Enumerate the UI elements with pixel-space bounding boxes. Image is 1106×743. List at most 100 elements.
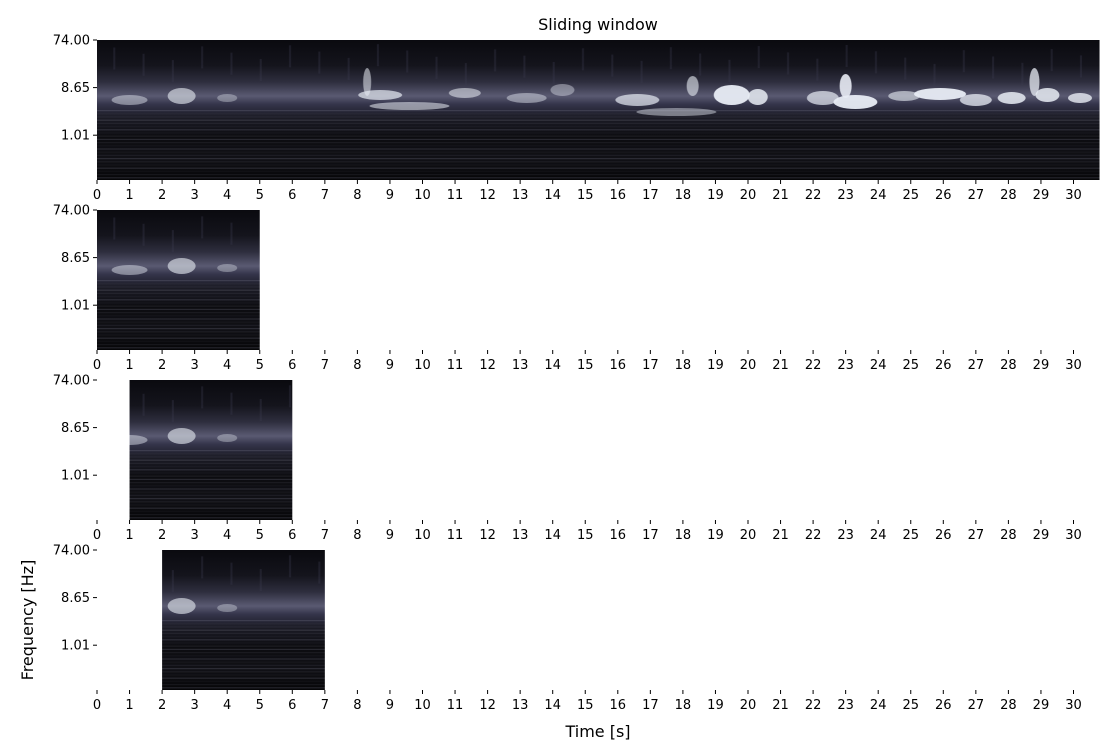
x-tick-label: 26 <box>935 528 952 543</box>
x-tick-label: 4 <box>223 358 231 373</box>
x-tick-label: 14 <box>544 358 561 373</box>
x-tick-label: 26 <box>935 188 952 203</box>
y-axis-label: Frequency [Hz] <box>18 560 37 681</box>
x-tick-label: 3 <box>191 698 199 713</box>
x-tick-label: 29 <box>1033 188 1050 203</box>
x-tick-label: 26 <box>935 358 952 373</box>
x-tick-label: 3 <box>191 188 199 203</box>
x-tick-label: 20 <box>740 358 757 373</box>
x-tick-label: 30 <box>1065 528 1082 543</box>
heatmap-window-3 <box>162 550 325 690</box>
x-tick-label: 2 <box>158 698 166 713</box>
y-tick-label: 74.00 <box>53 204 90 219</box>
x-tick-label: 7 <box>321 698 329 713</box>
x-tick-label: 16 <box>610 528 627 543</box>
x-tick-label: 9 <box>386 188 394 203</box>
heatmap-group-window-1 <box>97 210 260 350</box>
x-tick-label: 6 <box>288 528 296 543</box>
x-tick-label: 28 <box>1000 528 1017 543</box>
x-tick-label: 9 <box>386 528 394 543</box>
panel-window-2: 74.008.651.010 1 2 3 4 5 6 7 8 9 10 11 12 13 14 15 16 17 1… <box>53 374 1082 544</box>
x-tick-label: 19 <box>707 358 724 373</box>
x-tick-label: 13 <box>512 188 529 203</box>
x-tick-label: 20 <box>740 528 757 543</box>
x-tick-label: 6 <box>288 358 296 373</box>
x-tick-label: 17 <box>642 358 659 373</box>
y-tick-label: 1.01 <box>61 299 90 314</box>
x-tick-label: 10 <box>414 188 431 203</box>
x-tick-label: 16 <box>610 358 627 373</box>
x-tick-label: 21 <box>772 188 789 203</box>
panels: 74.008.651.010 1 2 3 4 5 6 7 8 9 10 11 12 13 14 15 16 17 1… <box>53 34 1100 714</box>
x-tick-label: 22 <box>805 698 822 713</box>
x-tick-label: 27 <box>968 188 985 203</box>
x-tick-label: 17 <box>642 698 659 713</box>
x-tick-label: 22 <box>805 358 822 373</box>
x-tick-label: 0 <box>93 188 101 203</box>
heatmap-window-1 <box>97 210 260 350</box>
x-tick-label: 23 <box>837 698 854 713</box>
x-tick-label: 25 <box>902 698 919 713</box>
x-tick-label: 8 <box>353 698 361 713</box>
y-tick-label: 74.00 <box>53 34 90 49</box>
x-tick-label: 7 <box>321 188 329 203</box>
x-tick-label: 29 <box>1033 358 1050 373</box>
x-tick-label: 3 <box>191 528 199 543</box>
x-tick-label: 2 <box>158 358 166 373</box>
x-tick-label: 11 <box>447 188 464 203</box>
x-tick-label: 15 <box>577 698 594 713</box>
x-tick-label: 24 <box>870 528 887 543</box>
x-tick-label: 19 <box>707 698 724 713</box>
x-tick-label: 28 <box>1000 358 1017 373</box>
x-tick-label: 21 <box>772 528 789 543</box>
x-tick-label: 18 <box>675 188 692 203</box>
x-tick-label: 23 <box>837 358 854 373</box>
x-tick-label: 7 <box>321 358 329 373</box>
x-tick-label: 13 <box>512 358 529 373</box>
x-tick-label: 1 <box>125 528 133 543</box>
panel-window-1: 74.008.651.010 1 2 3 4 5 6 7 8 9 10 11 12 13 14 15 16 17 1… <box>53 204 1082 374</box>
panel-window-3: 74.008.651.010 1 2 3 4 5 6 7 8 9 10 11 12 13 14 15 16 17 1… <box>53 544 1082 714</box>
x-tick-label: 20 <box>740 188 757 203</box>
x-axis-label: Time [s] <box>564 722 630 741</box>
x-tick-label: 0 <box>93 528 101 543</box>
y-tick-label: 74.00 <box>53 374 90 389</box>
y-tick-label: 8.65 <box>61 421 90 436</box>
x-tick-label: 1 <box>125 698 133 713</box>
x-tick-label: 15 <box>577 528 594 543</box>
x-tick-label: 17 <box>642 188 659 203</box>
y-tick-label: 8.65 <box>61 591 90 606</box>
x-tick-label: 3 <box>191 358 199 373</box>
x-tick-label: 11 <box>447 528 464 543</box>
x-tick-label: 5 <box>256 528 264 543</box>
x-tick-label: 19 <box>707 188 724 203</box>
x-tick-label: 29 <box>1033 698 1050 713</box>
x-tick-label: 29 <box>1033 528 1050 543</box>
x-tick-label: 0 <box>93 358 101 373</box>
x-tick-label: 5 <box>256 698 264 713</box>
heatmap-full-signal <box>97 40 1100 180</box>
heatmap-group-window-2 <box>129 380 293 520</box>
x-tick-label: 6 <box>288 188 296 203</box>
x-tick-label: 18 <box>675 528 692 543</box>
x-tick-label: 12 <box>479 528 496 543</box>
x-tick-label: 7 <box>321 528 329 543</box>
y-tick-label: 74.00 <box>53 544 90 559</box>
x-tick-label: 28 <box>1000 698 1017 713</box>
x-tick-label: 23 <box>837 188 854 203</box>
y-tick-label: 1.01 <box>61 129 90 144</box>
x-tick-label: 22 <box>805 188 822 203</box>
chart-title: Sliding window <box>538 15 658 34</box>
x-tick-label: 27 <box>968 528 985 543</box>
x-tick-label: 2 <box>158 188 166 203</box>
y-tick-label: 8.65 <box>61 81 90 96</box>
x-tick-label: 2 <box>158 528 166 543</box>
x-tick-label: 28 <box>1000 188 1017 203</box>
y-tick-label: 1.01 <box>61 639 90 654</box>
x-tick-label: 24 <box>870 188 887 203</box>
x-tick-label: 18 <box>675 358 692 373</box>
x-tick-label: 19 <box>707 528 724 543</box>
x-tick-label: 24 <box>870 358 887 373</box>
x-tick-label: 1 <box>125 358 133 373</box>
